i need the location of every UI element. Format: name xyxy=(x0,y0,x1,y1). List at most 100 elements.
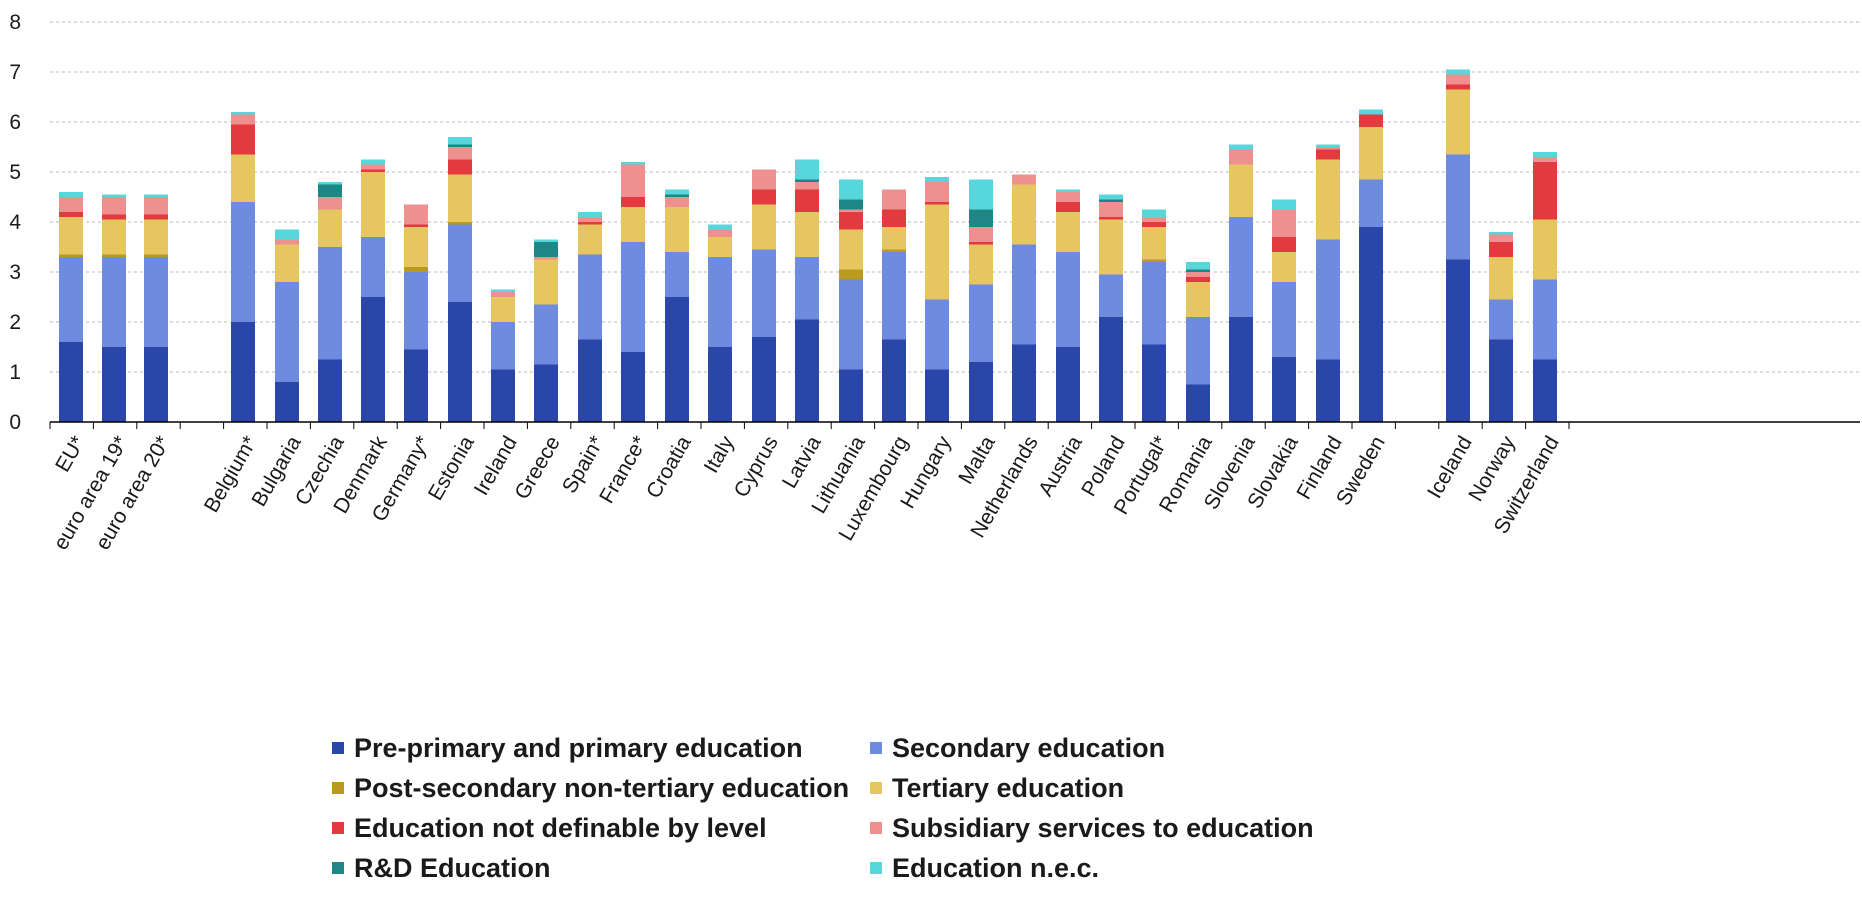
bar-segment xyxy=(491,370,515,423)
bar-segment xyxy=(839,212,863,230)
bar-stack xyxy=(534,240,558,423)
bar-segment xyxy=(275,282,299,382)
legend-swatch xyxy=(332,862,344,874)
bar-segment xyxy=(578,217,602,222)
bar-segment xyxy=(1533,280,1557,360)
y-tick-label: 4 xyxy=(9,211,21,234)
bar-segment xyxy=(491,322,515,370)
bar-segment xyxy=(839,200,863,210)
bar-segment xyxy=(708,347,732,422)
bar-segment xyxy=(1446,155,1470,260)
bar-segment xyxy=(448,160,472,175)
y-tick-label: 5 xyxy=(9,161,21,184)
bar-stack xyxy=(1272,200,1296,423)
x-tick-label: EU* xyxy=(51,432,90,476)
bar-stack xyxy=(925,177,949,422)
bar-segment xyxy=(752,337,776,422)
bar-segment xyxy=(1489,242,1513,257)
legend-swatch xyxy=(870,822,882,834)
bar-segment xyxy=(144,220,168,255)
bar-stack xyxy=(1533,152,1557,422)
bar-segment xyxy=(1446,90,1470,155)
bar-segment xyxy=(491,292,515,297)
bar-segment xyxy=(969,245,993,285)
x-tick-label: Croatia xyxy=(642,432,696,502)
bar-segment xyxy=(665,197,689,207)
bar-segment xyxy=(621,197,645,207)
y-tick-label: 3 xyxy=(9,261,21,284)
bar-segment xyxy=(839,180,863,200)
bar-segment xyxy=(578,212,602,217)
bar-segment xyxy=(795,160,819,180)
bar-segment xyxy=(275,230,299,240)
bar-segment xyxy=(665,190,689,195)
bar-stack xyxy=(708,225,732,423)
bar-stack xyxy=(1142,210,1166,423)
y-tick-label: 7 xyxy=(9,61,21,84)
bar-stack xyxy=(969,180,993,423)
bar-segment xyxy=(1186,282,1210,317)
bar-segment xyxy=(882,250,906,253)
bar-segment xyxy=(275,245,299,283)
bar-segment xyxy=(404,350,428,423)
bar-segment xyxy=(448,145,472,148)
bar-stack xyxy=(361,160,385,423)
bar-segment xyxy=(534,305,558,365)
bar-segment xyxy=(404,225,428,228)
bar-segment xyxy=(534,242,558,257)
bar-stack xyxy=(578,212,602,422)
bar-segment xyxy=(1056,347,1080,422)
bar-segment xyxy=(1489,235,1513,243)
bar-segment xyxy=(1272,357,1296,422)
bar-segment xyxy=(59,257,83,342)
bar-segment xyxy=(1186,317,1210,385)
bar-segment xyxy=(1489,300,1513,340)
legend-item: Tertiary education xyxy=(870,768,1124,808)
bar-segment xyxy=(795,182,819,190)
bar-segment xyxy=(404,272,428,350)
legend-item: Post-secondary non-tertiary education xyxy=(332,768,849,808)
y-axis-tick-labels: 012345678 xyxy=(9,11,21,434)
bar-segment xyxy=(795,190,819,213)
bar-segment xyxy=(1056,212,1080,252)
bar-segment xyxy=(1099,275,1123,318)
bar-segment xyxy=(1446,85,1470,90)
bar-segment xyxy=(1272,200,1296,210)
bar-segment xyxy=(1533,220,1557,280)
legend-swatch xyxy=(332,742,344,754)
bar-segment xyxy=(752,205,776,250)
bar-segment xyxy=(1012,185,1036,245)
bar-segment xyxy=(752,170,776,190)
bar-segment xyxy=(1142,227,1166,260)
bar-segment xyxy=(448,225,472,303)
bar-segment xyxy=(1489,340,1513,423)
bar-segment xyxy=(404,227,428,267)
y-tick-label: 0 xyxy=(9,411,21,434)
bar-segment xyxy=(448,302,472,422)
bar-segment xyxy=(621,207,645,242)
bar-segment xyxy=(578,255,602,340)
bar-stack xyxy=(621,162,645,422)
bar-stack xyxy=(102,195,126,423)
legend-swatch xyxy=(870,742,882,754)
bar-segment xyxy=(1229,165,1253,218)
bar-stack xyxy=(404,205,428,423)
bar-segment xyxy=(969,210,993,228)
bar-stack xyxy=(1359,110,1383,423)
legend-label: Education not definable by level xyxy=(354,813,767,844)
bar-segment xyxy=(839,230,863,270)
bar-segment xyxy=(882,190,906,210)
bar-segment xyxy=(59,342,83,422)
bar-segment xyxy=(969,285,993,363)
bar-segment xyxy=(1056,202,1080,212)
bar-segment xyxy=(925,205,949,300)
bar-stack xyxy=(491,290,515,423)
legend-swatch xyxy=(870,862,882,874)
bar-stack xyxy=(665,190,689,423)
bar-segment xyxy=(361,297,385,422)
bar-stack xyxy=(795,160,819,423)
bar-segment xyxy=(1446,70,1470,75)
bar-segment xyxy=(1099,202,1123,217)
legend-item: Education n.e.c. xyxy=(870,848,1099,888)
bar-stack xyxy=(318,182,342,422)
